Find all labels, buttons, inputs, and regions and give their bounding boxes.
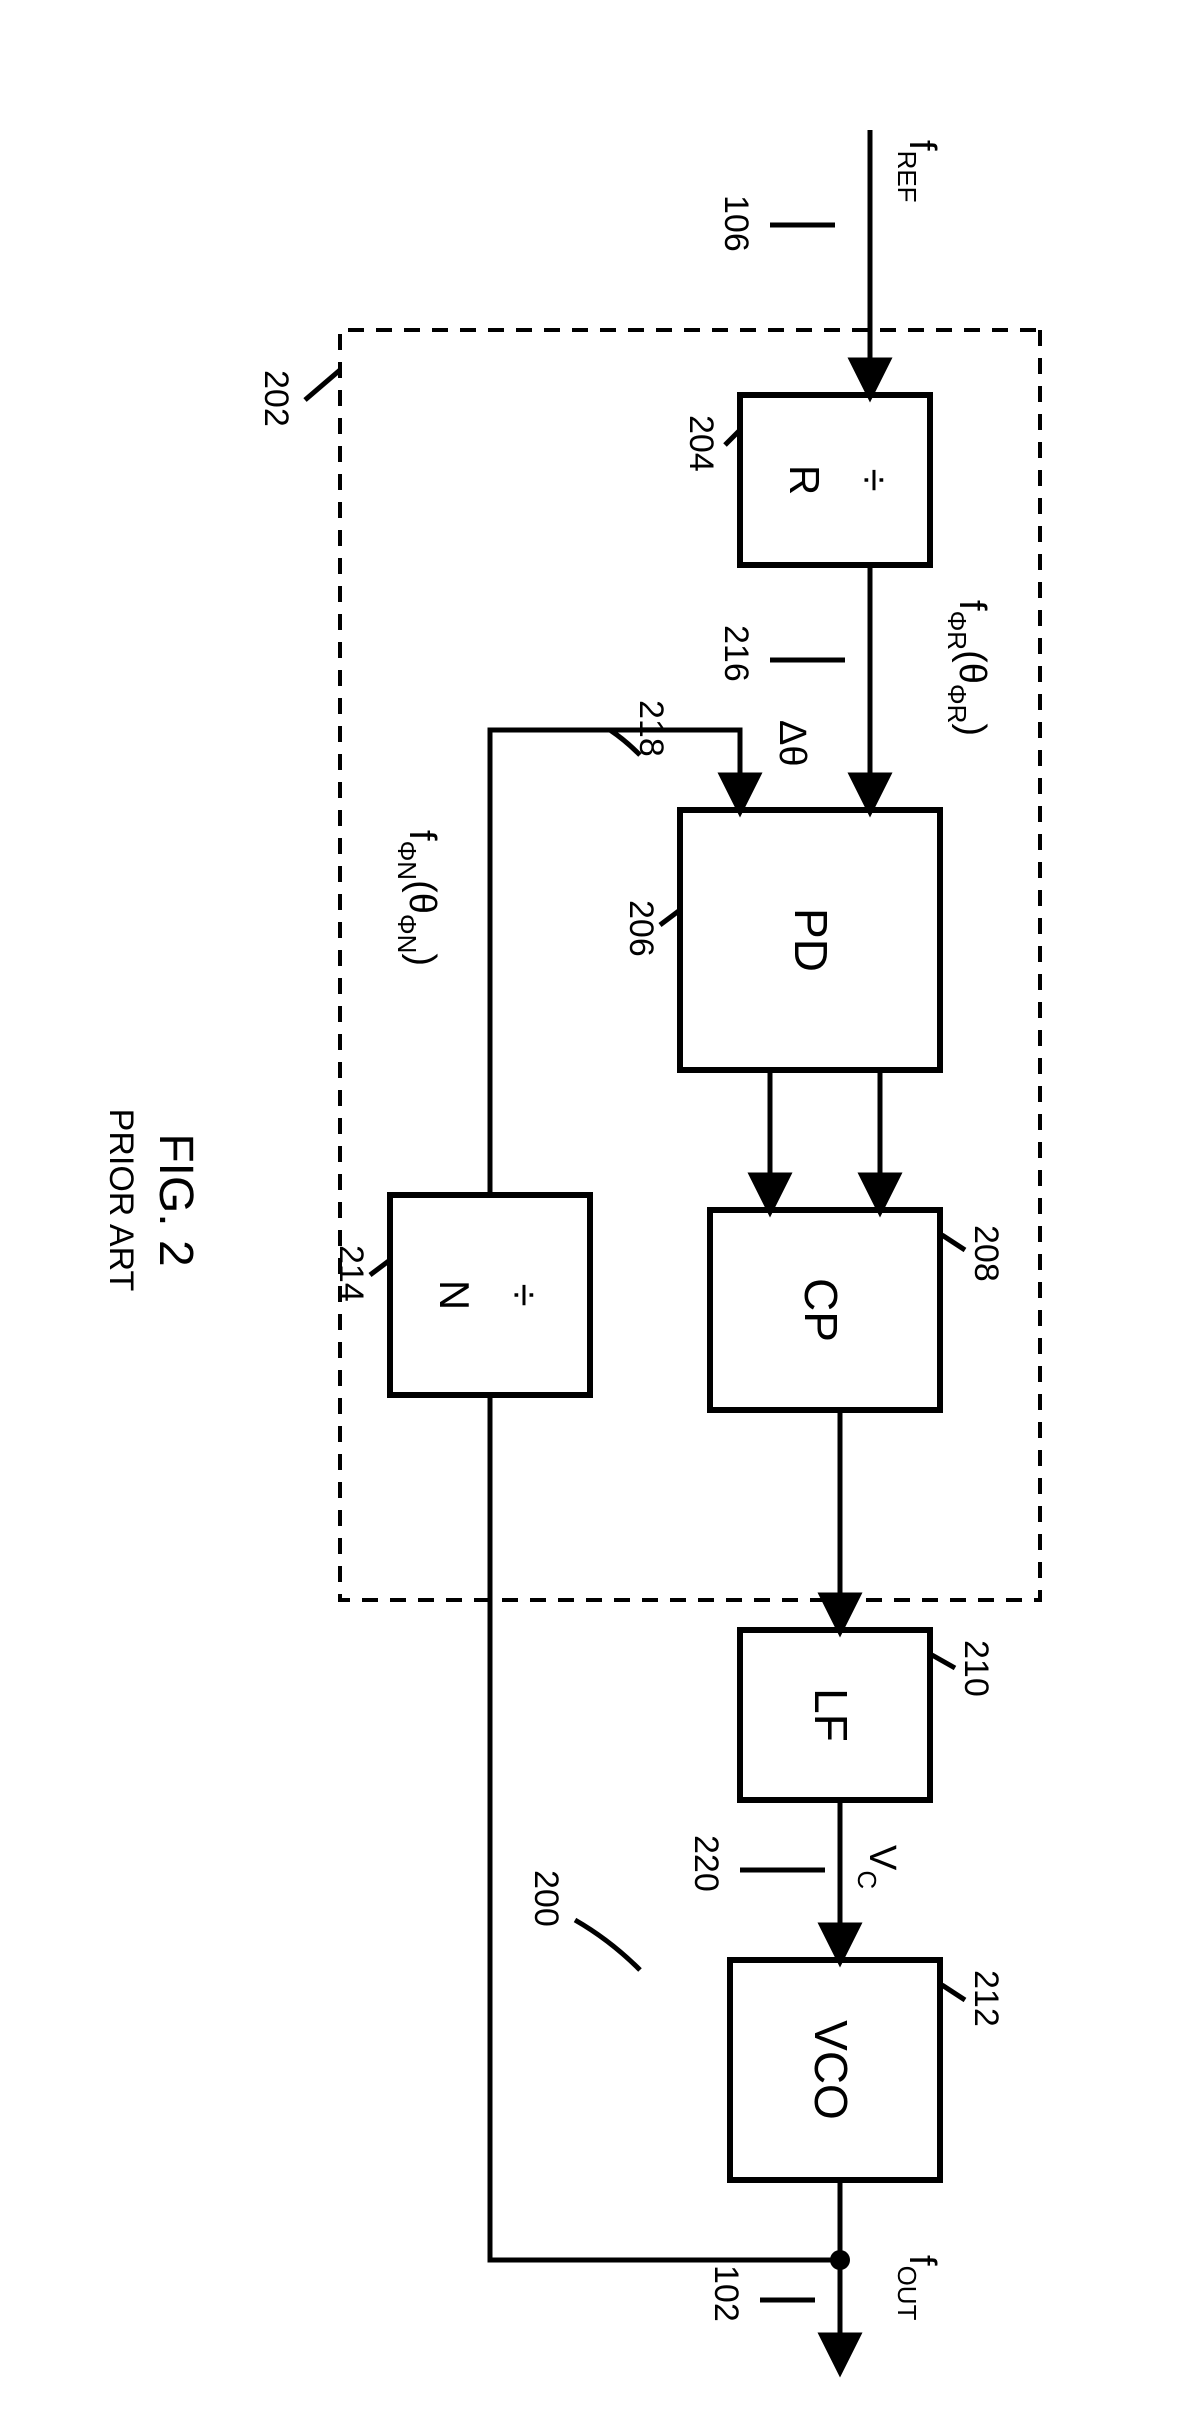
label-fout: fOUT: [892, 2255, 943, 2321]
refnum-102: 102: [707, 2265, 745, 2322]
pd-label: PD: [785, 908, 837, 972]
block-pd: PD: [680, 810, 940, 1070]
n-divide-symbol: ÷: [501, 1283, 548, 1306]
label-f-phi-n: fΦN(θΦN): [392, 830, 443, 966]
block-vco: VCO: [730, 1960, 940, 2180]
refnum-210: 210: [957, 1640, 995, 1697]
refnum-216: 216: [717, 625, 755, 682]
leader-208: [942, 1235, 965, 1250]
r-divide-symbol: ÷: [851, 468, 898, 491]
refnum-202: 202: [257, 370, 295, 427]
refnum-200: 200: [527, 1870, 565, 1927]
r-label: R: [781, 465, 828, 495]
block-divide-r: ÷ R: [740, 395, 930, 565]
svg-text:fΦN(θΦN): fΦN(θΦN): [392, 830, 443, 966]
block-cp: CP: [710, 1210, 940, 1410]
refnum-204: 204: [682, 415, 720, 472]
label-vc: VC: [852, 1845, 903, 1889]
label-fref: fREF: [892, 140, 943, 203]
leader-200: [575, 1920, 640, 1970]
block-divide-n: ÷ N: [390, 1195, 590, 1395]
refnum-208: 208: [967, 1225, 1005, 1282]
refnum-220: 220: [687, 1835, 725, 1892]
n-label: N: [431, 1280, 478, 1310]
label-delta-theta: Δθ: [771, 720, 813, 767]
vco-label: VCO: [805, 2020, 857, 2120]
refnum-206: 206: [622, 900, 660, 957]
figure-subtitle: PRIOR ART: [102, 1109, 140, 1292]
refnum-218: 218: [632, 700, 670, 757]
svg-text:VC: VC: [852, 1845, 903, 1889]
block-lf: LF: [740, 1630, 930, 1800]
refnum-106: 106: [717, 195, 755, 252]
label-f-phi-r: fΦR(θΦR): [942, 600, 993, 736]
leader-210: [932, 1655, 955, 1668]
leader-202: [305, 370, 340, 400]
refnum-214: 214: [332, 1245, 370, 1302]
figure-title: FIG. 2: [149, 1133, 202, 1266]
lf-label: LF: [805, 1688, 857, 1742]
svg-text:fOUT: fOUT: [892, 2255, 943, 2321]
refnum-212: 212: [967, 1970, 1005, 2027]
cp-label: CP: [795, 1278, 847, 1342]
leader-212: [942, 1985, 965, 2000]
svg-text:fΦR(θΦR): fΦR(θΦR): [942, 600, 993, 736]
svg-text:fREF: fREF: [892, 140, 943, 203]
